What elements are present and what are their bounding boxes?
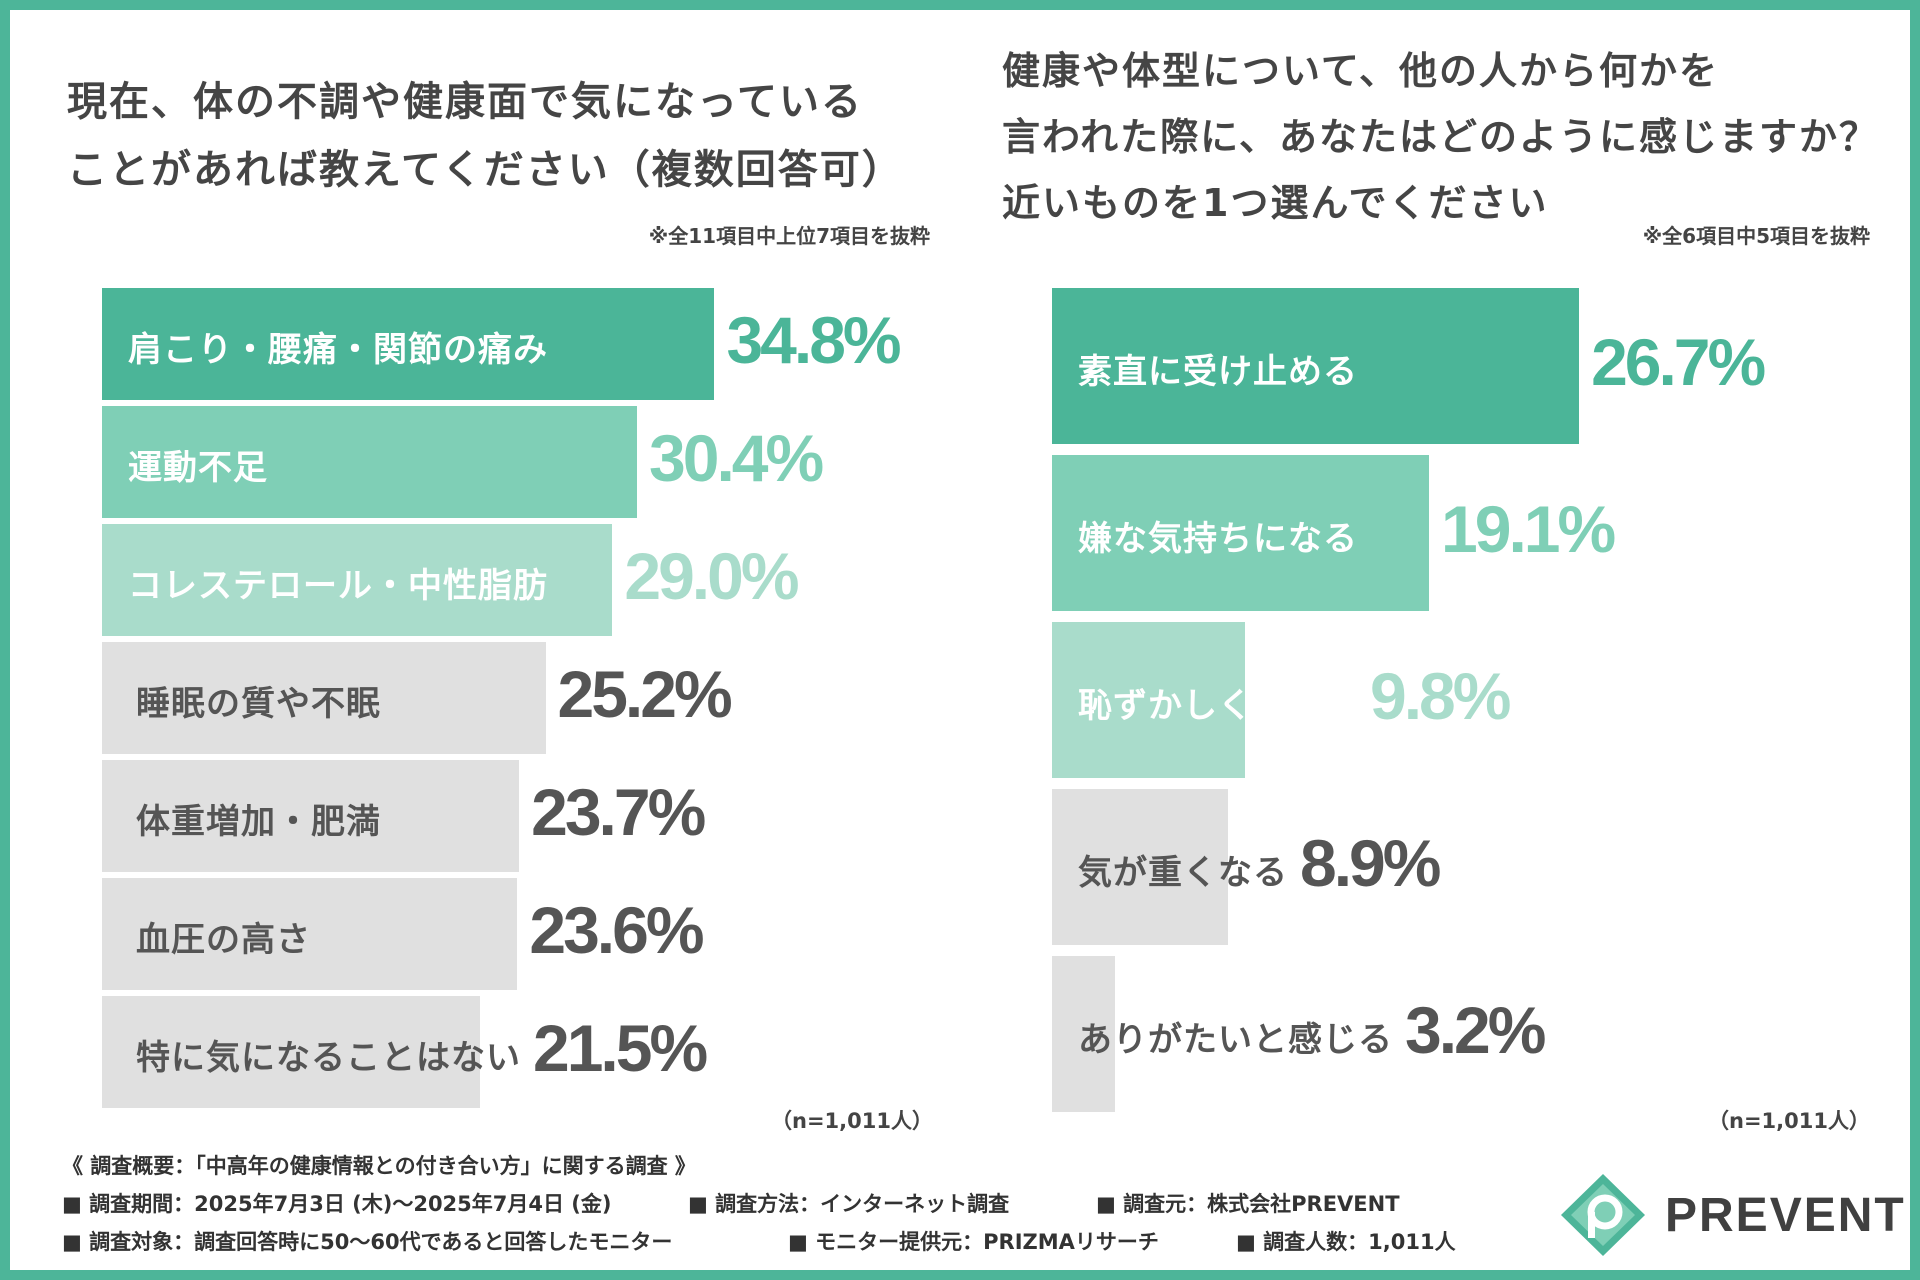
bar-value-label: 8.9% bbox=[1300, 826, 1441, 900]
survey-target: ■ 調査対象：調査回答時に50～60代であると回答したモニター bbox=[62, 1230, 673, 1254]
right-sample-size: （n=1,011人） bbox=[1708, 1109, 1870, 1133]
bar-value-label: 19.1% bbox=[1441, 492, 1616, 566]
right-bar-chart: 素直に受け止める 26.7% 嫌な気持ちになる 19.1% 恥ずかしく感じる 9.8% 気が… bbox=[1052, 288, 1910, 1118]
bar-value-label: 23.6% bbox=[529, 893, 704, 967]
survey-source: ■ 調査元：株式会社PREVENT bbox=[1096, 1192, 1400, 1216]
bar-value-label: 34.8% bbox=[726, 303, 901, 377]
left-question-title: 現在、体の不調や健康面で気になっている ことがあれば教えてください（複数回答可） bbox=[67, 68, 947, 204]
left-excerpt-note: ※全11項目中上位7項目を抜粋 bbox=[648, 224, 930, 248]
sample-count: ■ 調査人数：1,011人 bbox=[1236, 1230, 1456, 1254]
bar bbox=[102, 760, 520, 872]
bar-label: 気が重くなる bbox=[1078, 853, 1288, 893]
right-title-line-2: 言われた際に、あなたはどのように感じますか？ bbox=[1002, 115, 1879, 159]
bar-value-label: 26.7% bbox=[1591, 325, 1766, 399]
left-sample-size: （n=1,011人） bbox=[771, 1109, 933, 1133]
bar-label: 睡眠の質や不眠 bbox=[136, 684, 381, 724]
left-bar-chart: 肩こり・腰痛・関節の痛み 34.8% 運動不足 30.4% コレステロール・中性脂肪 29… bbox=[102, 288, 972, 1118]
prevent-logo: PREVENT bbox=[1555, 1170, 1904, 1260]
prevent-logo-icon bbox=[1561, 1174, 1645, 1256]
bar bbox=[1052, 288, 1580, 444]
bar-value-label: 3.2% bbox=[1405, 993, 1546, 1067]
prevent-logo-text: PREVENT bbox=[1665, 1189, 1906, 1242]
infographic-frame: 現在、体の不調や健康面で気になっている ことがあれば教えてください（複数回答可）… bbox=[10, 10, 1910, 1270]
bar-value-label: 25.2% bbox=[557, 657, 733, 731]
right-excerpt-note: ※全6項目中5項目を抜粋 bbox=[1642, 224, 1870, 248]
bar-label: 血圧の高さ bbox=[136, 920, 311, 960]
right-question-title: 健康や体型について、他の人から何かを 言われた際に、あなたはどのように感じますか… bbox=[1002, 38, 1902, 236]
survey-method: ■ 調査方法：インターネット調査 bbox=[688, 1192, 1010, 1216]
bar-label: 特に気になることはない bbox=[136, 1038, 521, 1078]
bar-label: コレステロール・中性脂肪 bbox=[128, 566, 548, 606]
bar bbox=[102, 288, 715, 400]
bar bbox=[1052, 956, 1116, 1112]
monitor-provider: ■ モニター提供元：PRIZMAリサーチ bbox=[788, 1230, 1159, 1254]
bar-label: 恥ずかしく感じる bbox=[1078, 686, 1358, 726]
bar-value-label: 30.4% bbox=[649, 421, 824, 495]
bar-label: 体重増加・肥満 bbox=[136, 802, 381, 842]
bar-value-label: 21.5% bbox=[533, 1011, 708, 1085]
bar-label: 肩こり・腰痛・関節の痛み bbox=[128, 330, 548, 370]
bar-value-label: 29.0% bbox=[624, 539, 799, 613]
bar bbox=[102, 878, 518, 990]
bar bbox=[102, 996, 481, 1108]
left-title-line-1: 現在、体の不調や健康面で気になっている bbox=[67, 79, 863, 125]
survey-period: ■ 調査期間：2025年7月3日 (木)～2025年7月4日 (金) bbox=[62, 1192, 612, 1216]
survey-summary-heading: 《 調査概要：「中高年の健康情報との付き合い方」に関する調査 》 bbox=[62, 1154, 696, 1178]
bar-value-label: 9.8% bbox=[1370, 659, 1511, 733]
bar-label: 嫌な気持ちになる bbox=[1078, 519, 1358, 559]
bar-label: 運動不足 bbox=[128, 448, 268, 488]
bar-label: 素直に受け止める bbox=[1078, 352, 1358, 392]
bar bbox=[102, 406, 638, 518]
bar bbox=[1052, 455, 1430, 611]
right-title-line-3: 近いものを1つ選んでください bbox=[1002, 181, 1549, 225]
bar bbox=[1052, 789, 1228, 945]
right-title-line-1: 健康や体型について、他の人から何かを bbox=[1002, 49, 1719, 93]
bar-value-label: 23.7% bbox=[531, 775, 706, 849]
bar-label: ありがたいと感じる bbox=[1078, 1020, 1393, 1060]
bar bbox=[102, 642, 546, 754]
left-title-line-2: ことがあれば教えてください（複数回答可） bbox=[67, 147, 904, 193]
bar bbox=[102, 524, 613, 636]
bar bbox=[1052, 622, 1246, 778]
